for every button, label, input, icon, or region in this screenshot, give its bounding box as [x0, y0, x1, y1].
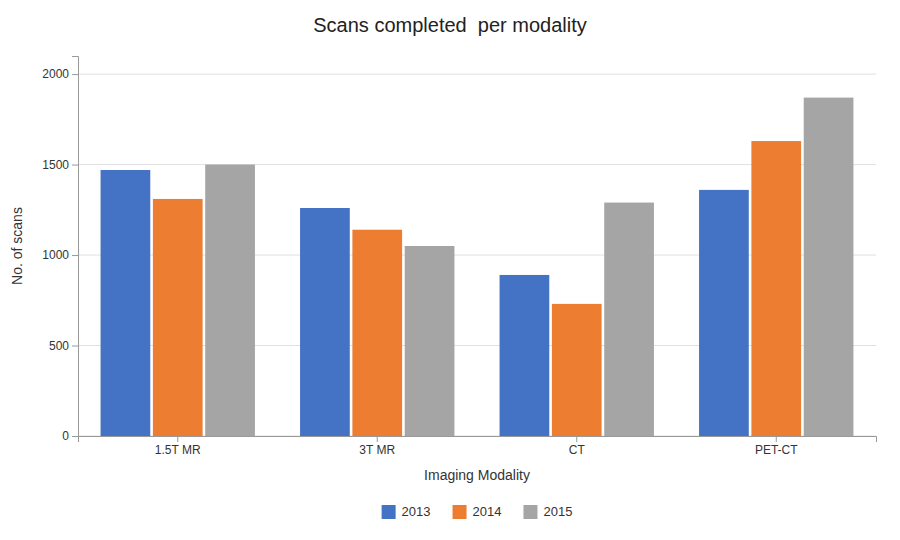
tick-label: 1500 [42, 158, 69, 172]
bar-series [153, 141, 801, 436]
bar [500, 275, 550, 436]
legend-label: 2015 [543, 504, 572, 519]
tick: 1500 [42, 158, 78, 172]
legend-item: 2015 [523, 504, 572, 519]
bar [552, 304, 602, 436]
grid [78, 74, 876, 436]
bar [300, 208, 350, 436]
legend-item: 2013 [382, 504, 431, 519]
tick-label: 0 [62, 429, 69, 443]
tick: PET-CT [755, 436, 798, 457]
tick-label: 3T MR [359, 443, 395, 457]
tick-mark [72, 165, 78, 166]
tick: 0 [62, 429, 78, 443]
tick-label: 1000 [42, 248, 69, 262]
bar [352, 230, 402, 436]
y-axis: 0 500 1000 1500 2000 [42, 57, 78, 444]
tick: 500 [49, 339, 78, 353]
bars [101, 98, 854, 436]
tick: 3T MR [359, 436, 395, 457]
x-axis: 1.5T MR 3T MR CT PET-CT [79, 436, 877, 457]
legend-swatch [523, 505, 537, 519]
tick-mark [72, 346, 78, 347]
tick-mark [72, 255, 78, 256]
tick: 2000 [42, 67, 78, 81]
legend-swatch [453, 505, 467, 519]
tick: 1.5T MR [155, 436, 201, 457]
tick-label: 2000 [42, 67, 69, 81]
legend-label: 2014 [473, 504, 502, 519]
tick-mark [776, 436, 777, 442]
legend-swatch [382, 505, 396, 519]
tick-label: PET-CT [755, 443, 798, 457]
legend: 2013 2014 2015 [382, 504, 573, 519]
tick: CT [569, 436, 586, 457]
y-axis-label: No. of scans [9, 207, 25, 285]
legend-item: 2014 [453, 504, 502, 519]
x-axis-label: Imaging Modality [424, 467, 530, 483]
tick-mark [72, 436, 78, 437]
axis-line [72, 57, 79, 437]
tick-label: CT [569, 443, 586, 457]
tick-mark [377, 436, 378, 442]
plot: 0 500 1000 1500 2000 1.5T MR 3T MR CT PET-CT [42, 57, 876, 457]
title: Scans completed per modality [313, 14, 586, 36]
bar [153, 199, 203, 436]
bar [699, 190, 749, 436]
tick-mark [177, 436, 178, 442]
tick-mark [72, 74, 78, 75]
tick-label: 1.5T MR [155, 443, 201, 457]
grid-line [78, 74, 876, 75]
bar-series [101, 170, 749, 436]
axis-line [79, 437, 877, 443]
legend-label: 2013 [402, 504, 431, 519]
bar [751, 141, 801, 436]
bar [405, 246, 455, 436]
tick: 1000 [42, 248, 78, 262]
chart: 0 500 1000 1500 2000 1.5T MR 3T MR CT PET-CT Scan… [0, 0, 900, 540]
bar [604, 203, 654, 436]
tick-label: 500 [49, 339, 69, 353]
tick-mark [576, 436, 577, 442]
bar-series [205, 98, 853, 436]
bar [804, 98, 854, 436]
bar [205, 165, 255, 436]
bar [101, 170, 151, 436]
